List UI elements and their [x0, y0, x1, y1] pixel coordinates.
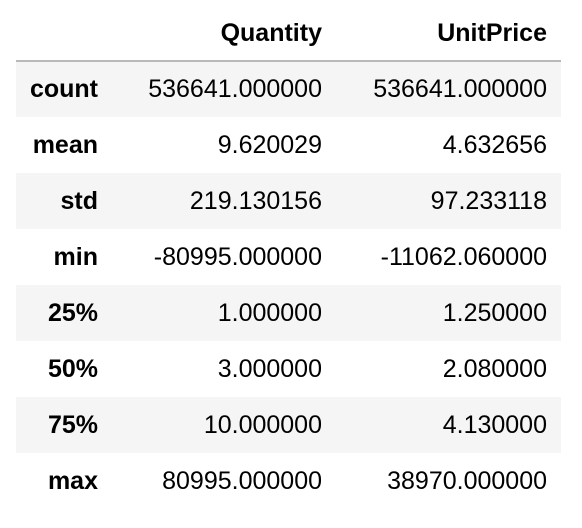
- unitprice-cell: 38970.000000: [387, 466, 547, 495]
- quantity-cell: 9.620029: [217, 130, 322, 159]
- quantity-cell: 3.000000: [217, 354, 322, 383]
- describe-table: Quantity UnitPrice count 536641.000000 5…: [16, 6, 561, 509]
- column-header-quantity: Quantity: [112, 6, 336, 62]
- table-row: 50% 3.000000 2.080000: [16, 341, 561, 397]
- table-header: Quantity UnitPrice: [16, 6, 561, 62]
- row-label: std: [60, 186, 99, 215]
- row-label: 25%: [47, 298, 98, 327]
- row-label: 75%: [47, 410, 98, 439]
- table-body: count 536641.000000 536641.000000 mean 9…: [16, 61, 561, 509]
- unitprice-cell: 97.233118: [430, 186, 547, 215]
- quantity-cell: 536641.000000: [148, 75, 322, 103]
- row-label: 50%: [47, 354, 98, 383]
- index-header: [16, 6, 112, 62]
- row-label: mean: [32, 130, 98, 159]
- row-label: max: [47, 466, 98, 495]
- quantity-cell: 1.000000: [217, 298, 322, 327]
- table-row: mean 9.620029 4.632656: [16, 117, 561, 173]
- unitprice-cell: 4.130000: [442, 410, 547, 439]
- quantity-cell: -80995.000000: [153, 242, 322, 271]
- quantity-cell: 80995.000000: [162, 466, 322, 495]
- table-row: std 219.130156 97.233118: [16, 173, 561, 229]
- header-row: Quantity UnitPrice: [16, 6, 561, 62]
- unitprice-cell: 4.632656: [442, 130, 547, 159]
- quantity-cell: 10.000000: [203, 410, 322, 439]
- table-row: min -80995.000000 -11062.060000: [16, 229, 561, 285]
- unitprice-cell: -11062.060000: [380, 242, 547, 271]
- table-row: count 536641.000000 536641.000000: [16, 61, 561, 117]
- table-row: 75% 10.000000 4.130000: [16, 397, 561, 453]
- table-row: max 80995.000000 38970.000000: [16, 453, 561, 509]
- unitprice-cell: 1.250000: [442, 298, 547, 327]
- quantity-cell: 219.130156: [189, 186, 322, 215]
- dataframe-output: Quantity UnitPrice count 536641.000000 5…: [16, 6, 561, 509]
- row-label: count: [29, 75, 98, 103]
- row-label: min: [53, 242, 98, 271]
- unitprice-cell: 2.080000: [442, 354, 547, 383]
- table-row: 25% 1.000000 1.250000: [16, 285, 561, 341]
- column-header-unitprice: UnitPrice: [336, 6, 561, 62]
- unitprice-cell: 536641.000000: [373, 75, 547, 103]
